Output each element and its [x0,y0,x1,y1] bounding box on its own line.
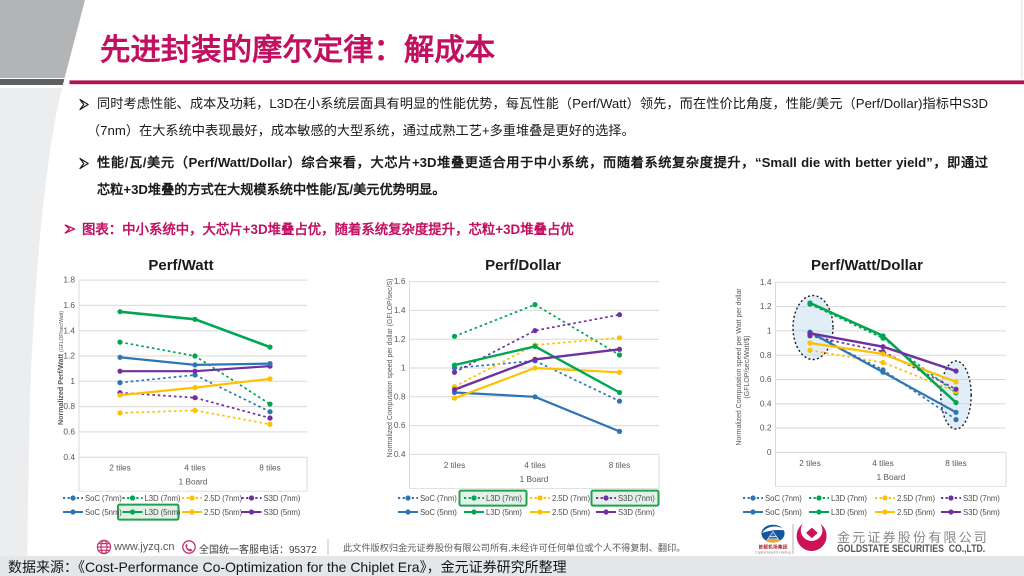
svg-text:L3D (7nm): L3D (7nm) [831,494,867,503]
svg-text:L3D (5nm): L3D (5nm) [145,508,181,517]
svg-text:S3D (7nm): S3D (7nm) [963,494,1000,503]
svg-text:1: 1 [401,363,406,373]
svg-text:1.4: 1.4 [394,305,406,315]
svg-text:0.8: 0.8 [760,350,772,360]
svg-text:1: 1 [70,376,75,386]
svg-text:Perf/Watt: Perf/Watt [148,257,213,274]
svg-text:L3D (7nm): L3D (7nm) [145,494,181,503]
svg-text:SoC (5nm): SoC (5nm) [420,508,457,517]
svg-text:1: 1 [767,326,772,336]
svg-text:2.5D (7nm): 2.5D (7nm) [897,494,935,503]
svg-text:Normalized Computation speed: Normalized Computation speed per Watt pe… [736,288,743,446]
svg-text:0.6: 0.6 [760,374,772,384]
svg-text:2.5D (7nm): 2.5D (7nm) [204,494,242,503]
svg-text:SoC (7nm): SoC (7nm) [765,494,802,503]
svg-text:(GFLOP/sec/Watt/$): (GFLOP/sec/Watt/$) [744,335,751,398]
svg-text:SoC (7nm): SoC (7nm) [420,494,457,503]
svg-text:2.5D (7nm): 2.5D (7nm) [552,494,590,503]
svg-text:1.4: 1.4 [760,277,772,287]
svg-text:L3D (7nm): L3D (7nm) [486,494,522,503]
svg-text:4 tiles: 4 tiles [872,459,893,468]
svg-text:Perf/Dollar: Perf/Dollar [485,257,561,274]
svg-text:1 Board: 1 Board [179,478,208,487]
svg-text:0.8: 0.8 [63,401,75,411]
svg-text:0.8: 0.8 [394,391,406,401]
svg-text:Normalized Computation speed: Normalized Computation speed per dollar … [387,279,394,458]
svg-text:1.4: 1.4 [63,325,75,335]
svg-text:2 tiles: 2 tiles [109,464,130,473]
svg-text:0.6: 0.6 [394,420,406,430]
svg-text:1.2: 1.2 [760,301,772,311]
svg-text:0.4: 0.4 [63,452,75,462]
svg-text:2 tiles: 2 tiles [799,459,820,468]
svg-text:1 Board: 1 Board [877,473,906,482]
svg-text:S3D (5nm): S3D (5nm) [264,508,301,517]
svg-text:2 tiles: 2 tiles [444,461,465,470]
svg-text:S3D (5nm): S3D (5nm) [963,508,1000,517]
svg-text:S3D (5nm): S3D (5nm) [618,508,655,517]
svg-text:1 Board: 1 Board [520,475,549,484]
svg-text:8 tiles: 8 tiles [945,459,966,468]
svg-text:S3D (7nm): S3D (7nm) [264,494,301,503]
svg-text:SoC (7nm): SoC (7nm) [85,494,122,503]
svg-text:首都机场集团: 首都机场集团 [758,544,787,551]
svg-text:SoC (5nm): SoC (5nm) [85,508,122,517]
svg-text:4 tiles: 4 tiles [524,461,545,470]
svg-text:Capital Airports Holding: Capital Airports Holding [755,551,791,555]
svg-text:0.4: 0.4 [760,398,772,408]
svg-text:L3D (5nm): L3D (5nm) [486,508,522,517]
svg-text:0.6: 0.6 [63,427,75,437]
svg-text:1.6: 1.6 [63,300,75,310]
svg-text:S3D (7nm): S3D (7nm) [618,494,655,503]
svg-text:8 tiles: 8 tiles [609,461,630,470]
svg-text:0.4: 0.4 [394,449,406,459]
svg-text:8 tiles: 8 tiles [259,464,280,473]
svg-text:2.5D (5nm): 2.5D (5nm) [204,508,242,517]
svg-text:L3D (5nm): L3D (5nm) [831,508,867,517]
svg-text:1.2: 1.2 [394,334,406,344]
svg-text:0.2: 0.2 [760,423,772,433]
svg-text:2.5D (5nm): 2.5D (5nm) [552,508,590,517]
svg-text:4 tiles: 4 tiles [184,464,205,473]
svg-text:SoC (5nm): SoC (5nm) [765,508,802,517]
svg-text:1.6: 1.6 [394,276,406,286]
svg-text:0: 0 [767,447,772,457]
svg-text:2.5D (5nm): 2.5D (5nm) [897,508,935,517]
svg-text:Perf/Watt/Dollar: Perf/Watt/Dollar [811,257,923,274]
svg-text:1.2: 1.2 [63,351,75,361]
svg-text:1.8: 1.8 [63,275,75,285]
svg-text:Normalized Perf/Watt (GFLOP/se: Normalized Perf/Watt (GFLOP/sec/Watt) [57,311,65,425]
